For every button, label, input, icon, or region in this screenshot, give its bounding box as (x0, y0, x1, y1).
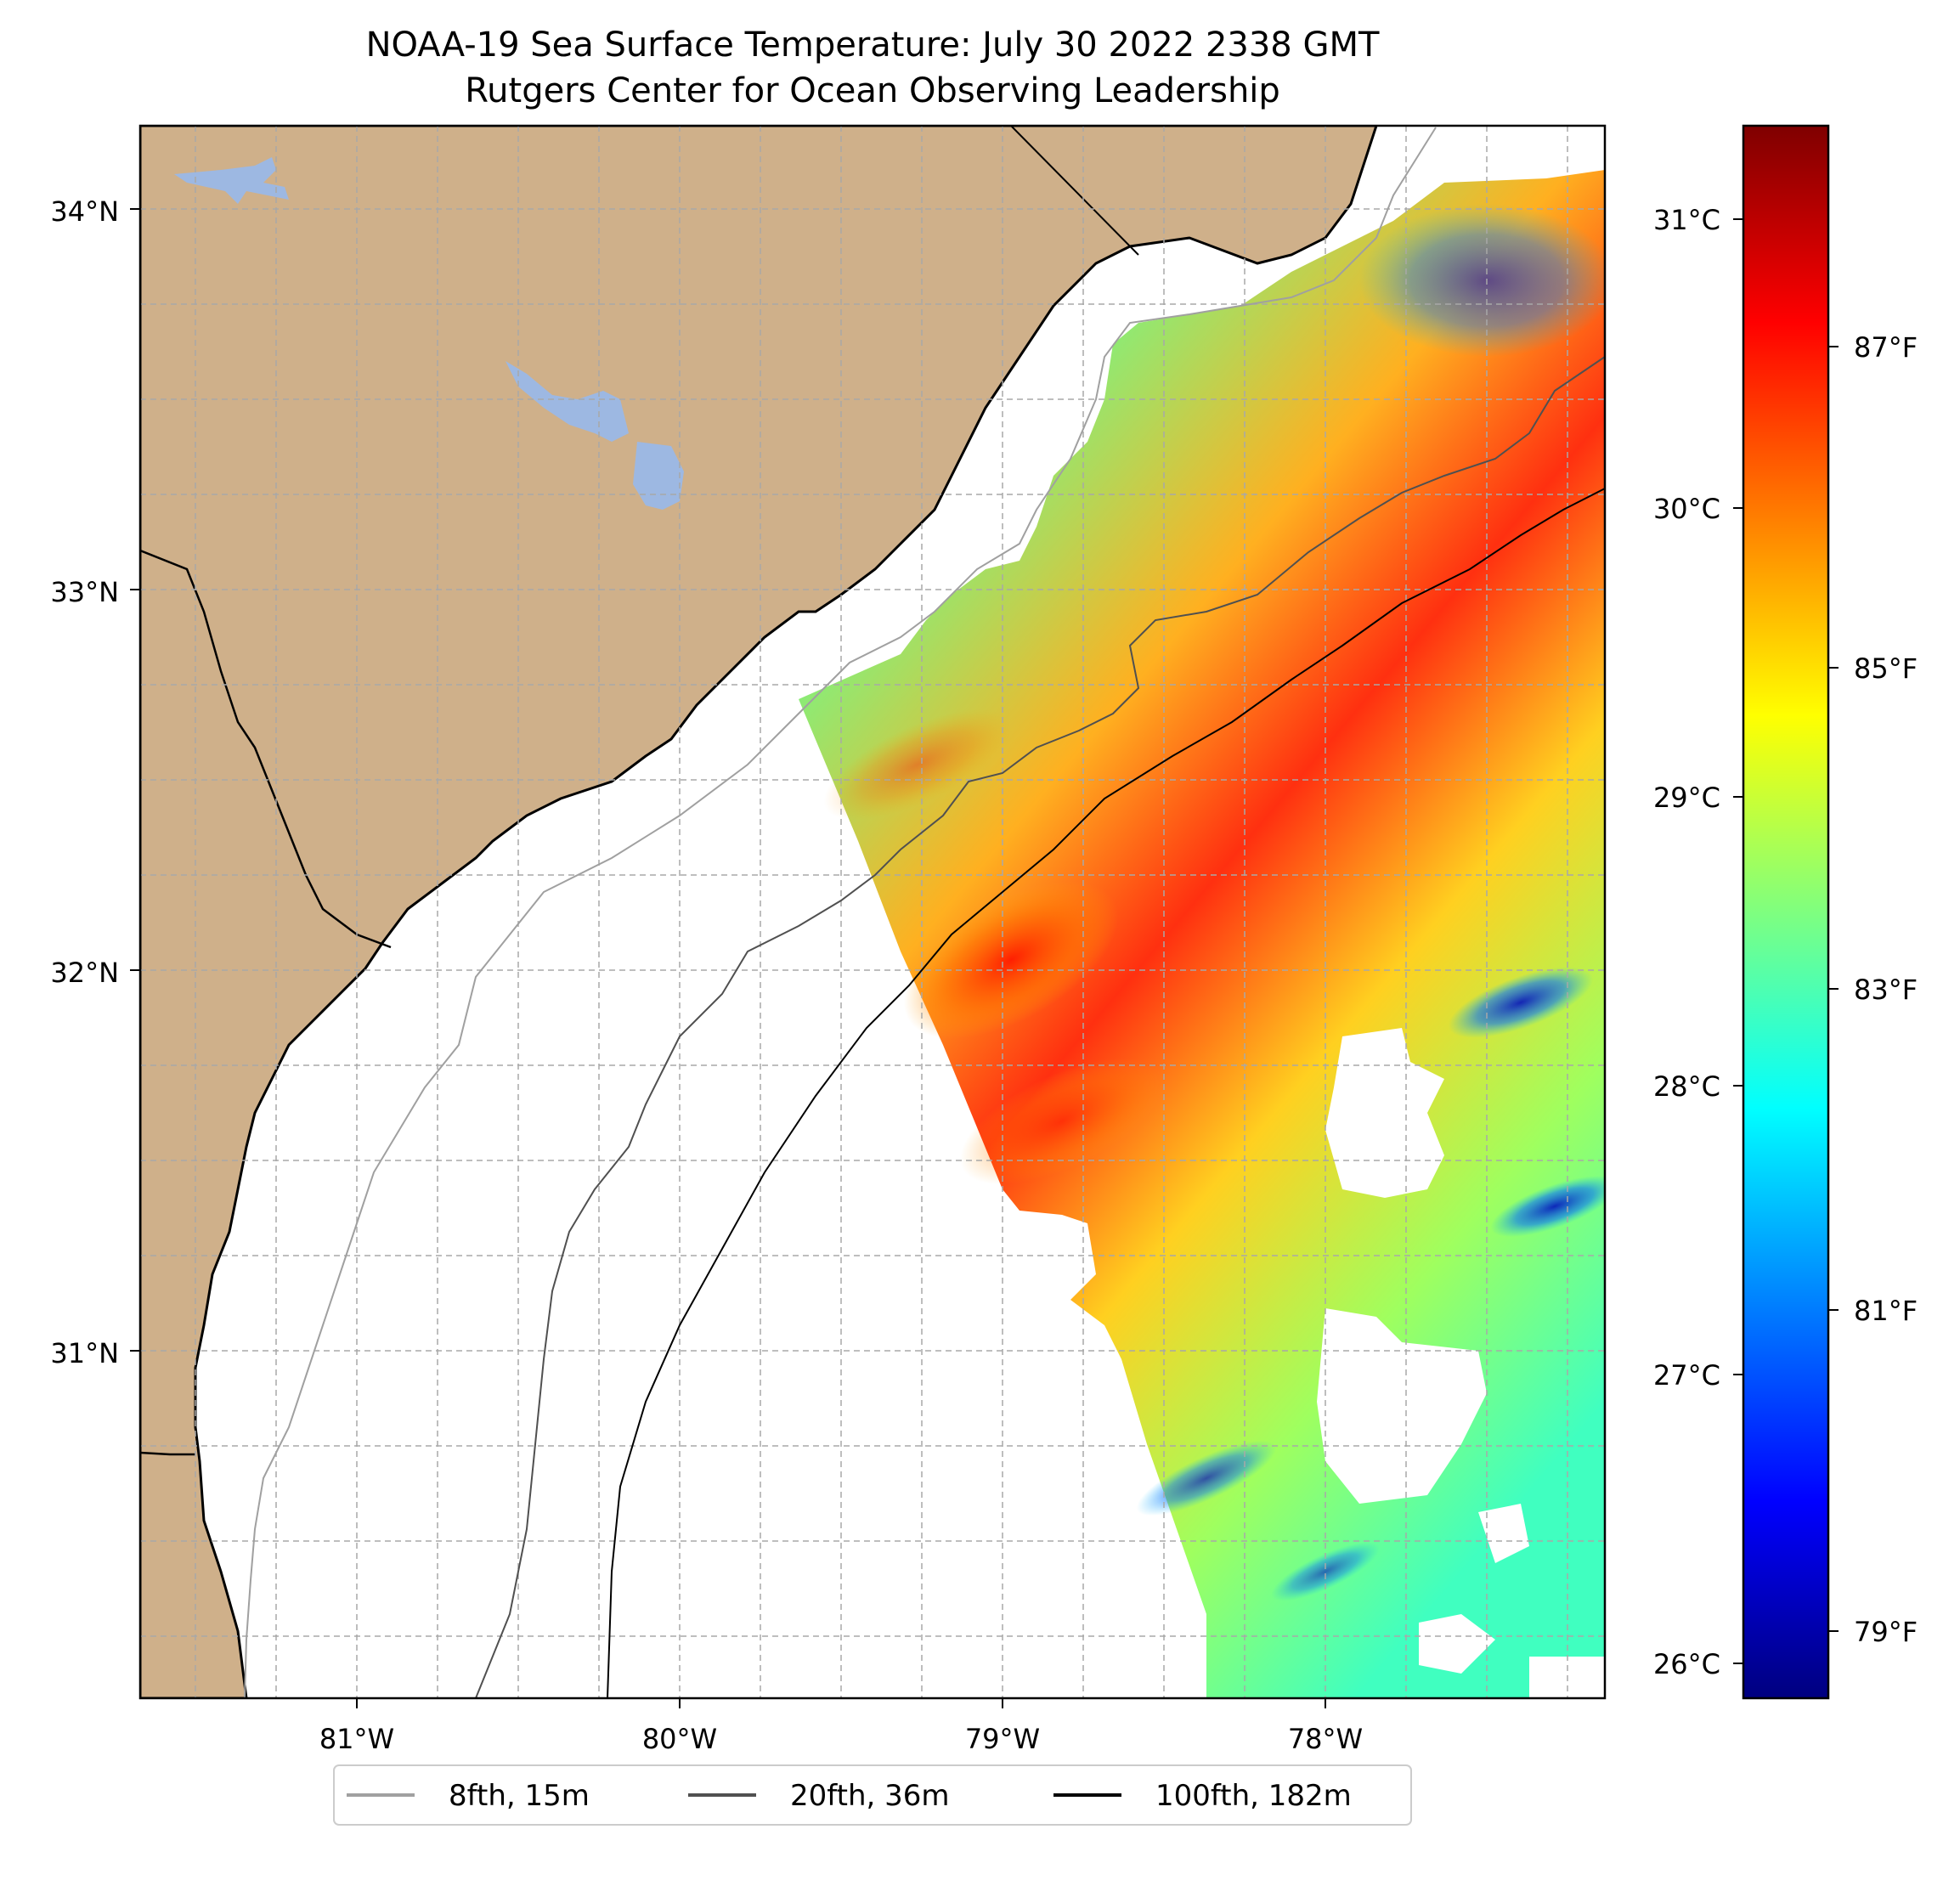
colorbar-fahrenheit-axis: 87°F 85°F 83°F 81°F 79°F (1828, 331, 1918, 1648)
lon-label-80w: 80°W (642, 1723, 717, 1755)
legend-label-20fth: 20fth, 36m (790, 1779, 950, 1813)
cloud-gap-2 (1317, 1308, 1487, 1504)
cbar-c-28: 28°C (1653, 1070, 1720, 1103)
map-panel (140, 126, 1605, 1698)
warm-core (903, 881, 1119, 1039)
lon-label-79w: 79°W (965, 1723, 1040, 1755)
cbar-c-29: 29°C (1653, 782, 1720, 814)
colorbar-celsius-axis: 31°C 30°C 29°C 28°C 27°C 26°C (1653, 204, 1743, 1680)
isobath-100fth-182m (607, 488, 1605, 1698)
legend: 8fth, 15m 20fth, 36m 100fth, 182m (333, 1764, 1412, 1826)
warm-patch (959, 1058, 1165, 1185)
cool-streak-1 (1448, 967, 1594, 1038)
cool-streak-2 (1490, 1175, 1605, 1238)
cbar-f-79: 79°F (1854, 1616, 1918, 1648)
cbar-c-27: 27°C (1653, 1359, 1720, 1392)
cbar-f-81: 81°F (1854, 1295, 1918, 1327)
cloud-gap-4 (1478, 1504, 1529, 1563)
gridlines (140, 126, 1605, 1698)
lake-2 (506, 361, 629, 442)
cool-streak-3 (1136, 1440, 1277, 1516)
warm-patch-north (823, 709, 1012, 821)
map-frame (138, 124, 1607, 1700)
lon-label-78w: 78°W (1288, 1723, 1363, 1755)
cbar-f-85: 85°F (1854, 652, 1918, 685)
state-border-nc-sc (1010, 126, 1139, 256)
cloud-gap-1 (1325, 1028, 1444, 1198)
lat-label-33n: 33°N (50, 576, 119, 608)
legend-label-100fth: 100fth, 182m (1155, 1779, 1352, 1813)
isobath-20fth-36m (475, 356, 1605, 1698)
cbar-c-31: 31°C (1653, 204, 1720, 236)
lat-axis: 34°N 33°N 32°N 31°N (50, 195, 140, 1369)
lat-label-31n: 31°N (50, 1337, 119, 1369)
cbar-c-26: 26°C (1653, 1648, 1720, 1680)
lon-axis: 81°W 80°W 79°W 78°W (319, 1698, 1363, 1755)
cool-patch-northeast (1359, 204, 1605, 357)
lon-label-81w: 81°W (319, 1723, 394, 1755)
title-line-1: NOAA-19 Sea Surface Temperature: July 30… (366, 25, 1380, 65)
lake-3 (633, 442, 684, 510)
cool-streak-4 (1270, 1542, 1381, 1601)
legend-box (333, 1764, 1412, 1826)
state-border-sc-ga (140, 549, 392, 949)
title-line-2: Rutgers Center for Ocean Observing Leade… (465, 71, 1280, 110)
isobath-8fth-15m (244, 127, 1437, 1698)
land-mass (140, 126, 1378, 1698)
lake-1 (174, 157, 289, 204)
lat-label-34n: 34°N (50, 195, 119, 228)
legend-label-8fth: 8fth, 15m (449, 1779, 590, 1813)
colorbar: 31°C 30°C 29°C 28°C 27°C 26°C 87°F 85°F … (1653, 124, 1918, 1700)
colorbar-gradient (1742, 124, 1830, 1700)
state-border-ga-fl (140, 1451, 195, 1456)
cloud-gap-3 (1419, 1614, 1495, 1674)
lat-label-32n: 32°N (50, 957, 119, 989)
sst-swath (799, 170, 1605, 1698)
cbar-f-83: 83°F (1854, 974, 1918, 1006)
sst-data-region (799, 170, 1605, 1698)
cbar-f-87: 87°F (1854, 331, 1918, 364)
cbar-c-30: 30°C (1653, 493, 1720, 525)
